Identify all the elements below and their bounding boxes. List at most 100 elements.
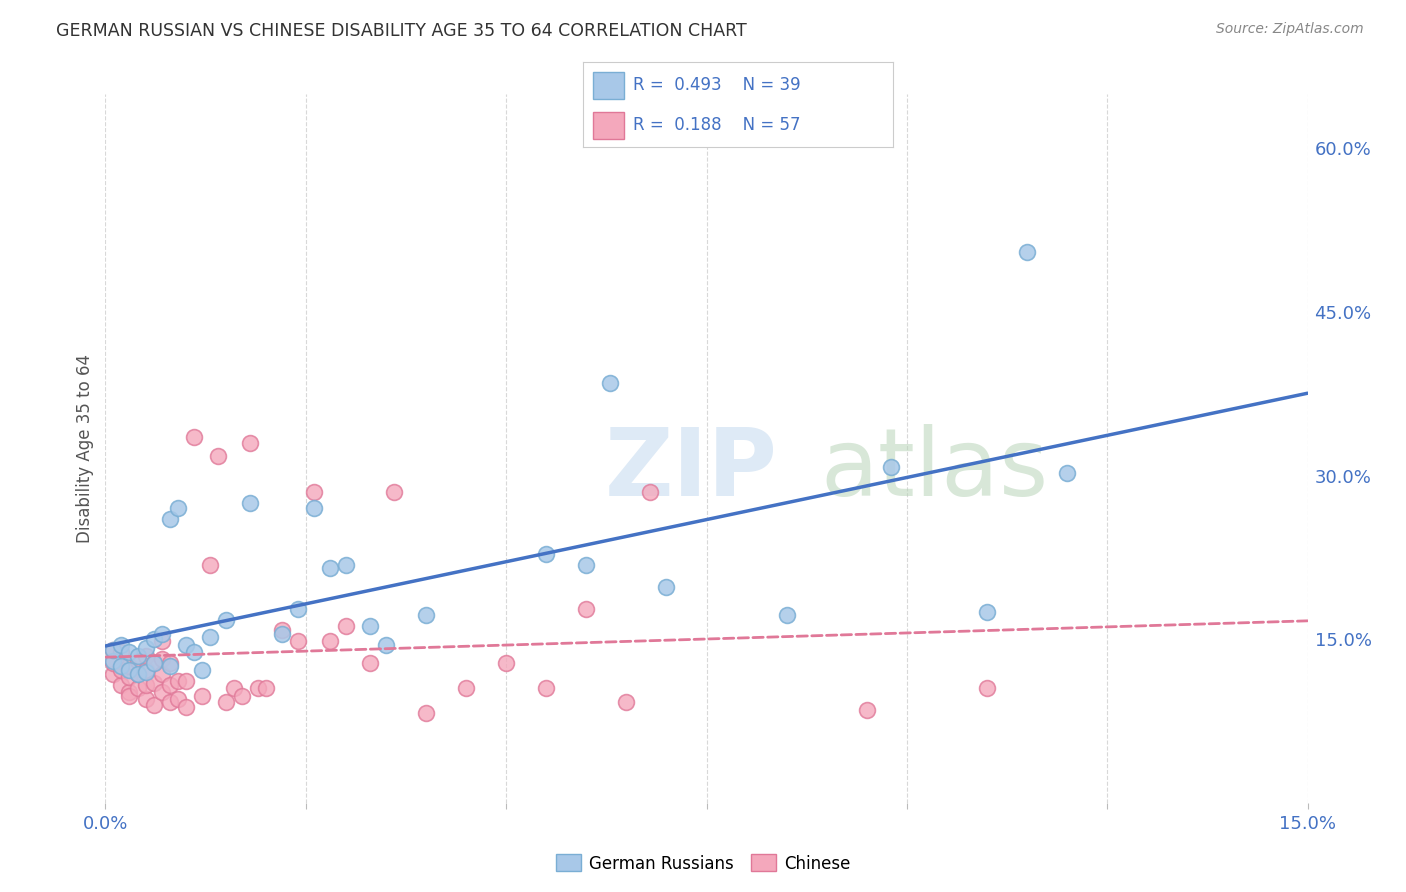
Point (239, 435, 262, 450)
Text: atlas: atlas (821, 424, 1049, 516)
Point (135, 665, 157, 679)
Point (599, 376, 621, 390)
Point (118, 645, 141, 659)
Point (287, 601, 309, 615)
Point (159, 512, 181, 526)
Point (135, 663, 157, 677)
Point (103, 643, 125, 657)
Point (270, 626, 292, 640)
Point (142, 675, 165, 690)
Point (976, 681, 998, 696)
Point (183, 645, 205, 659)
Point (127, 648, 149, 663)
Point (118, 689, 141, 703)
Point (118, 663, 141, 677)
Point (150, 652, 173, 666)
Point (454, 681, 477, 696)
Point (287, 634, 309, 648)
Text: R =  0.188    N = 57: R = 0.188 N = 57 (633, 116, 800, 134)
Point (127, 681, 149, 696)
Point (415, 706, 437, 721)
Legend: German Russians, Chinese: German Russians, Chinese (550, 847, 856, 880)
Point (127, 654, 149, 668)
Point (159, 656, 181, 670)
Point (319, 561, 342, 575)
Point (495, 656, 517, 670)
Point (207, 449, 229, 463)
Text: R =  0.493    N = 39: R = 0.493 N = 39 (633, 77, 800, 95)
Point (110, 663, 132, 677)
Point (142, 656, 165, 670)
Point (103, 667, 125, 681)
Point (640, 484, 662, 499)
Point (110, 645, 132, 659)
Point (214, 613, 236, 627)
Point (174, 699, 197, 714)
Point (246, 681, 269, 696)
Point (302, 484, 325, 499)
Point (135, 648, 157, 663)
Point (335, 619, 357, 633)
Point (103, 643, 125, 657)
Point (166, 673, 188, 688)
Point (1017, 244, 1039, 259)
Point (110, 678, 132, 692)
Point (198, 558, 221, 572)
Point (214, 695, 236, 709)
Bar (593, 71, 624, 99)
Point (118, 670, 141, 684)
Point (135, 640, 157, 655)
Point (534, 681, 557, 696)
Point (150, 626, 173, 640)
Point (374, 638, 398, 652)
Point (118, 659, 141, 673)
Point (135, 692, 157, 706)
Point (359, 656, 381, 670)
Point (159, 659, 181, 673)
Point (110, 638, 132, 652)
Point (270, 624, 292, 638)
Point (222, 681, 245, 696)
Point (166, 501, 188, 516)
Point (142, 632, 165, 647)
Point (190, 689, 212, 703)
Point (127, 667, 149, 681)
Point (103, 654, 125, 668)
Point (655, 580, 678, 594)
Point (231, 689, 253, 703)
Point (1056, 467, 1078, 481)
Text: GERMAN RUSSIAN VS CHINESE DISABILITY AGE 35 TO 64 CORRELATION CHART: GERMAN RUSSIAN VS CHINESE DISABILITY AGE… (56, 22, 747, 40)
Point (150, 684, 173, 698)
Text: Source: ZipAtlas.com: Source: ZipAtlas.com (1216, 22, 1364, 37)
Point (142, 698, 165, 712)
Point (166, 692, 188, 706)
Point (302, 501, 325, 516)
Point (150, 667, 173, 681)
Point (150, 634, 173, 648)
Point (575, 558, 598, 572)
Point (118, 684, 141, 698)
Point (183, 430, 205, 444)
Point (382, 484, 405, 499)
Point (534, 547, 557, 561)
Point (880, 459, 903, 474)
Point (159, 678, 181, 692)
Point (359, 619, 381, 633)
Point (127, 667, 149, 681)
Point (103, 656, 125, 670)
Text: ZIP: ZIP (605, 424, 778, 516)
Point (142, 656, 165, 670)
Point (319, 634, 342, 648)
Point (976, 605, 998, 619)
Point (335, 558, 357, 572)
Point (415, 608, 437, 623)
Point (254, 681, 277, 696)
Point (174, 638, 197, 652)
Point (190, 663, 212, 677)
Point (174, 673, 197, 688)
Point (239, 496, 262, 510)
Point (616, 695, 638, 709)
Point (855, 703, 877, 717)
Bar (593, 112, 624, 139)
Point (110, 659, 132, 673)
